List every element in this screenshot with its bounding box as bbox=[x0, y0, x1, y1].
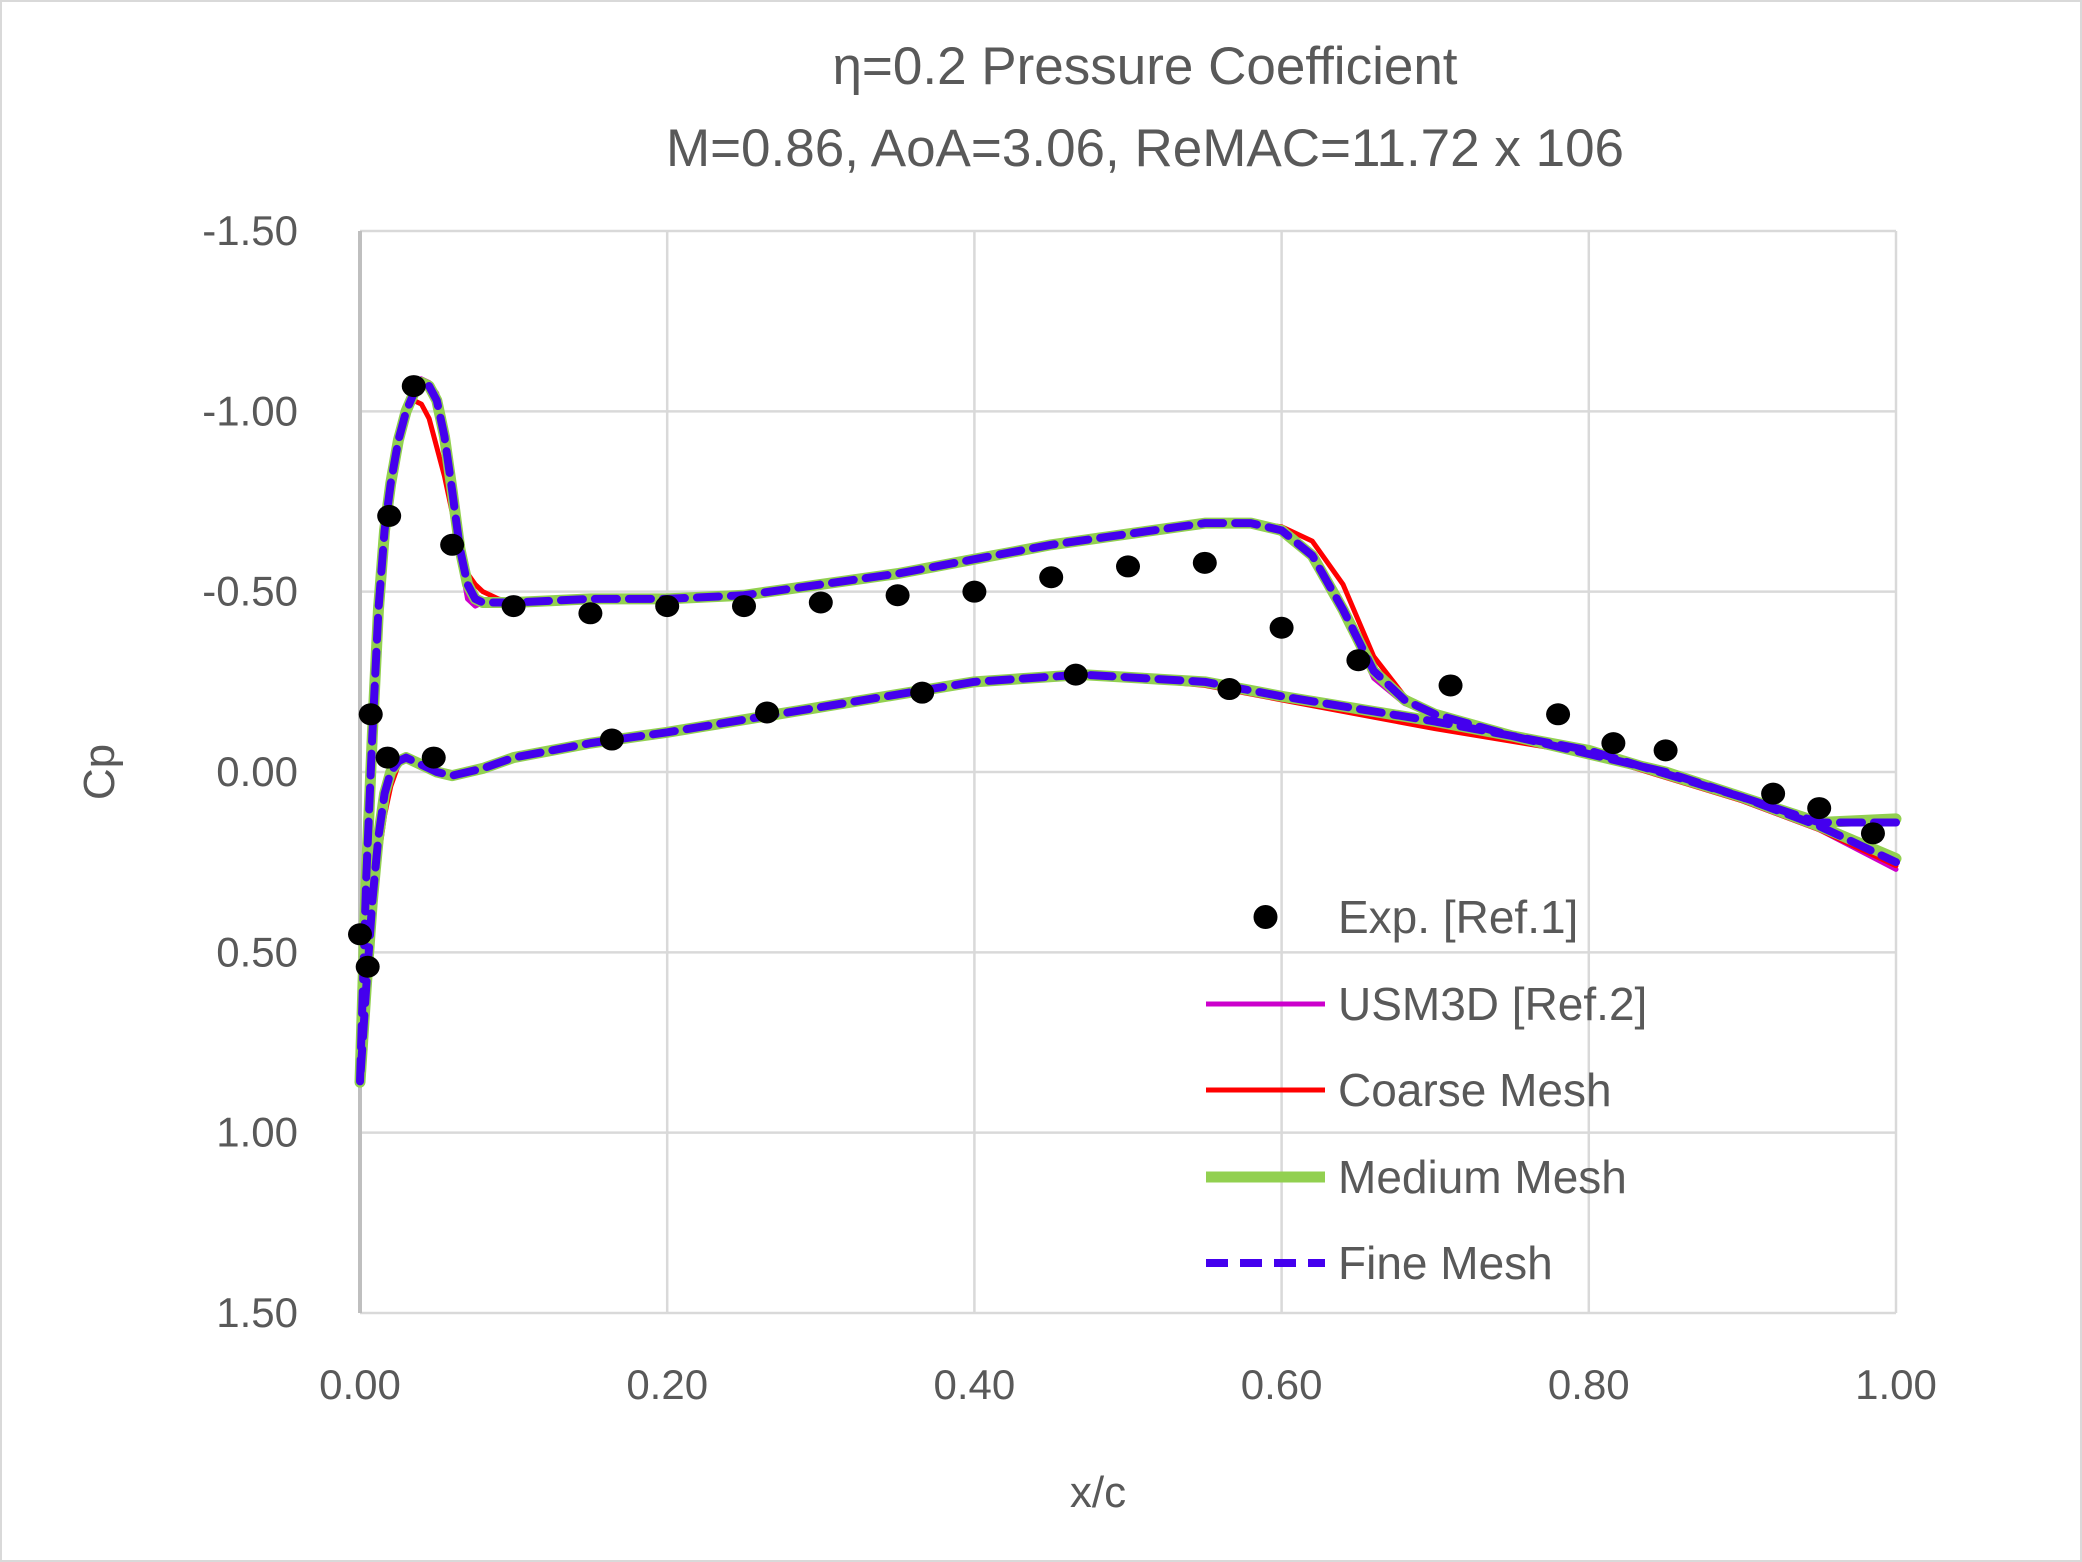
experiment-point bbox=[1438, 674, 1463, 697]
experiment-point bbox=[1807, 797, 1832, 820]
x-tick-label: 0.40 bbox=[934, 1361, 1016, 1408]
experiment-points bbox=[348, 375, 1885, 978]
x-tick-label: 0.80 bbox=[1548, 1361, 1630, 1408]
experiment-point bbox=[440, 533, 465, 556]
y-tick-label: 1.50 bbox=[216, 1289, 298, 1336]
experiment-point bbox=[732, 595, 756, 618]
x-tick-label: 0.20 bbox=[626, 1361, 708, 1408]
experiment-point bbox=[1601, 732, 1626, 755]
experiment-point bbox=[599, 728, 624, 751]
experiment-point bbox=[755, 701, 780, 724]
legend-marker bbox=[1253, 905, 1278, 929]
experiment-point bbox=[1217, 678, 1242, 701]
y-tick-label: 0.00 bbox=[216, 748, 298, 795]
experiment-point bbox=[1192, 551, 1217, 574]
x-tick-label: 0.60 bbox=[1241, 1361, 1323, 1408]
tick-labels: -1.50 -1.00 -0.50 0.00 0.50 1.00 1.50 0.00 0.20 0… bbox=[202, 207, 1937, 1408]
experiment-point bbox=[355, 955, 380, 978]
chart-subtitle: M=0.86, AoA=3.06, ReMAC=11.72 x 106 bbox=[666, 119, 1624, 178]
experiment-point bbox=[1653, 739, 1678, 762]
legend-label: Medium Mesh bbox=[1338, 1151, 1627, 1203]
chart-title: η=0.2 Pressure Coefficient bbox=[832, 37, 1457, 96]
experiment-point bbox=[962, 580, 987, 603]
experiment-point bbox=[910, 681, 935, 704]
experiment-point bbox=[655, 595, 680, 618]
y-tick-label: 1.00 bbox=[216, 1109, 298, 1156]
grid bbox=[358, 229, 1898, 1315]
experiment-point bbox=[1761, 782, 1786, 805]
y-axis-label: Cp bbox=[75, 744, 124, 800]
legend-label: USM3D [Ref.2] bbox=[1338, 978, 1647, 1030]
x-tick-label: 1.00 bbox=[1855, 1361, 1937, 1408]
experiment-point bbox=[348, 923, 372, 946]
y-tick-label: -1.00 bbox=[202, 387, 298, 434]
experiment-point bbox=[1269, 616, 1294, 639]
y-tick-label: -1.50 bbox=[202, 207, 298, 254]
experiment-point bbox=[1546, 703, 1571, 726]
experiment-point bbox=[1860, 822, 1885, 845]
experiment-point bbox=[421, 746, 446, 769]
experiment-point bbox=[1346, 649, 1371, 672]
legend: Exp. [Ref.1] USM3D [Ref.2] Coarse Mesh Medi… bbox=[1206, 891, 1647, 1289]
x-axis-label: x/c bbox=[1070, 1468, 1126, 1517]
experiment-point bbox=[1063, 663, 1088, 686]
experiment-point bbox=[501, 595, 526, 618]
experiment-point bbox=[578, 602, 603, 625]
x-tick-label: 0.00 bbox=[319, 1361, 401, 1408]
experiment-point bbox=[1116, 555, 1140, 578]
legend-label: Fine Mesh bbox=[1338, 1237, 1553, 1289]
legend-label: Coarse Mesh bbox=[1338, 1064, 1612, 1116]
experiment-point bbox=[377, 504, 402, 527]
experiment-point bbox=[375, 746, 400, 769]
y-tick-label: -0.50 bbox=[202, 568, 298, 615]
experiment-point bbox=[358, 703, 383, 726]
experiment-point bbox=[885, 584, 910, 607]
experiment-point bbox=[1039, 566, 1064, 589]
experiment-point bbox=[401, 375, 426, 398]
y-tick-label: 0.50 bbox=[216, 928, 298, 975]
legend-label: Exp. [Ref.1] bbox=[1338, 891, 1578, 943]
experiment-point bbox=[808, 591, 833, 614]
